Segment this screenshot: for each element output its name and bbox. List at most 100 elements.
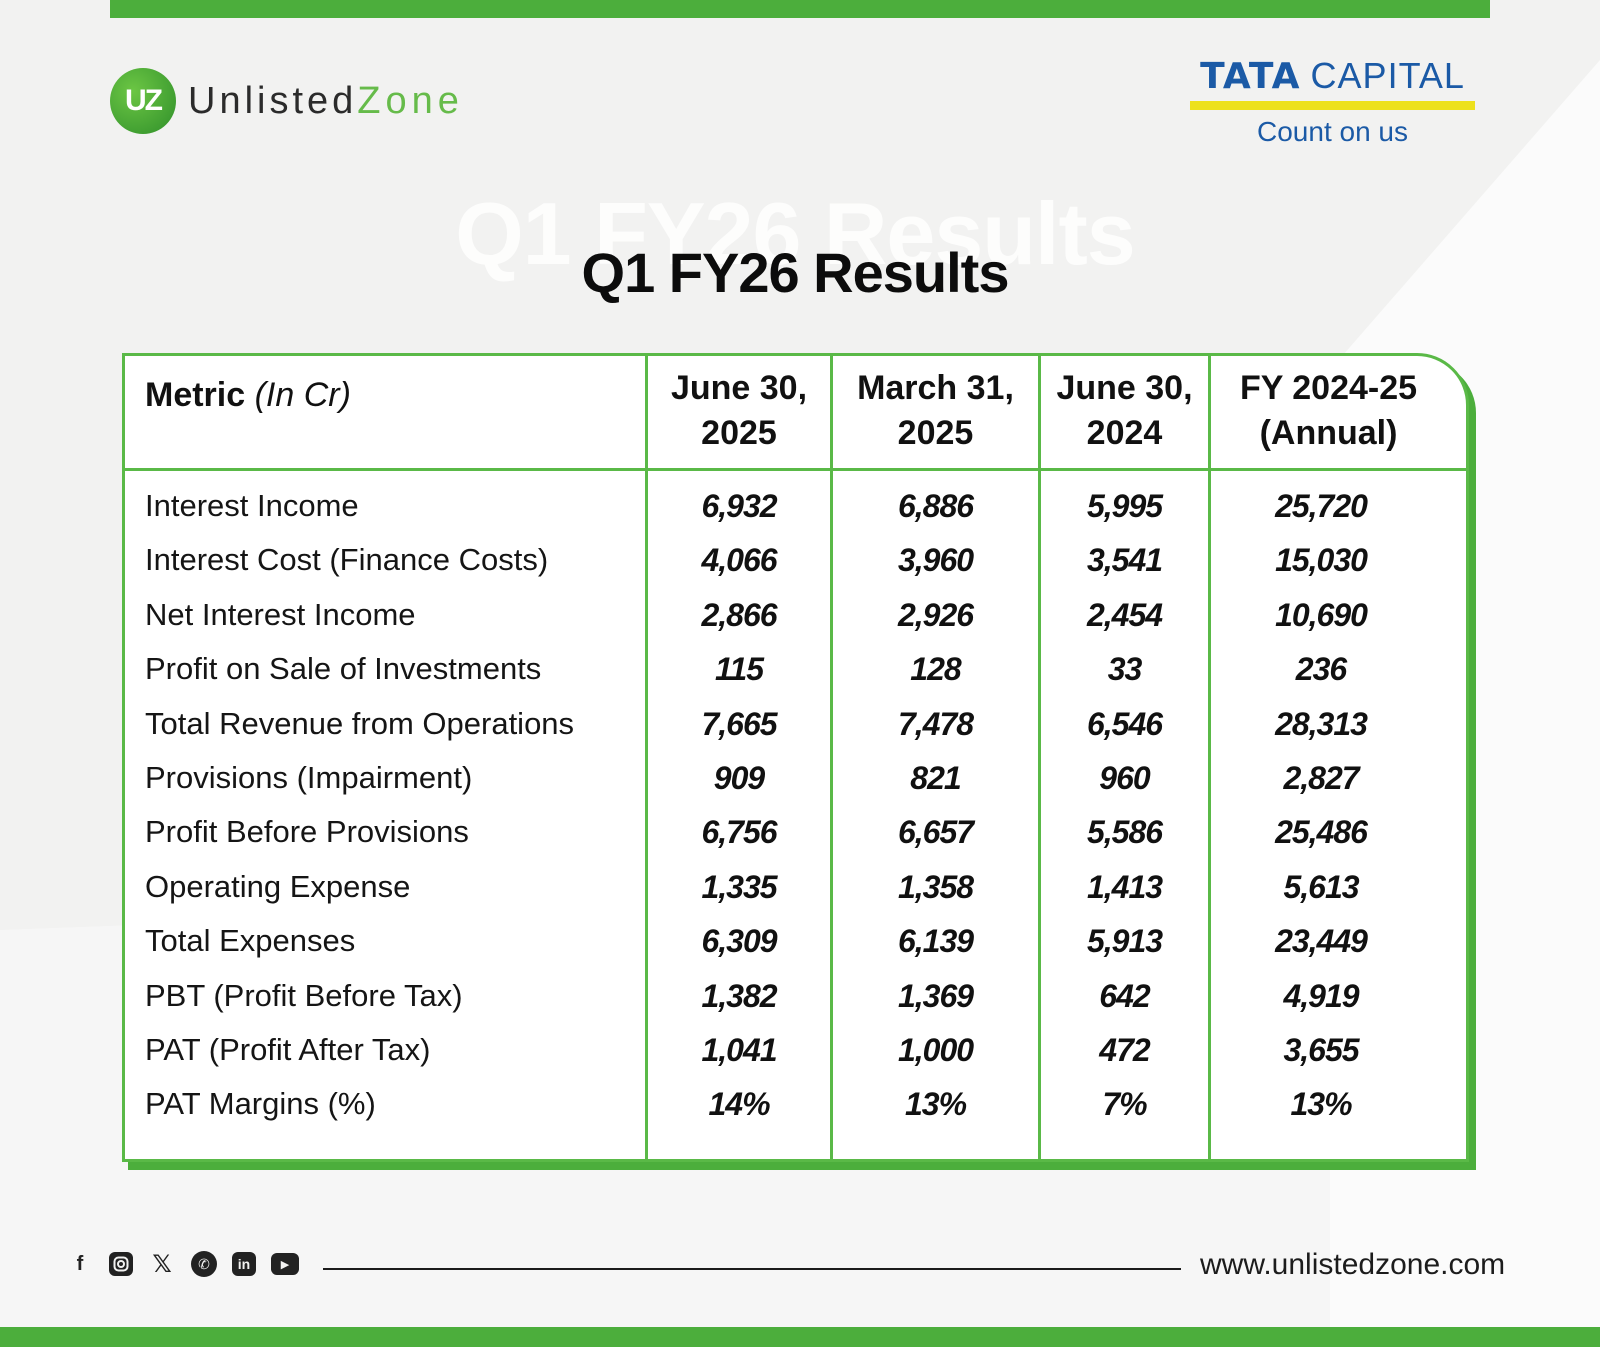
youtube-icon[interactable]: ▶ (271, 1253, 299, 1275)
wordmark-unlisted: Unlisted (188, 79, 358, 122)
tata-capital-brand: TATA CAPITAL Count on us (1190, 56, 1475, 148)
cell-value: 2,454 (1086, 596, 1163, 633)
cell-value: 10,690 (1275, 596, 1368, 633)
cell-value: 1,413 (1086, 868, 1163, 905)
cell-value: 1,369 (897, 977, 974, 1014)
row-label: Interest Cost (Finance Costs) (145, 542, 549, 578)
cell-value: 7,665 (701, 705, 777, 742)
row-label: Net Interest Income (145, 596, 416, 632)
cell-value: 472 (1099, 1031, 1150, 1068)
cell-value: 5,995 (1086, 488, 1163, 524)
instagram-icon[interactable] (109, 1252, 133, 1276)
cell-value: 33 (1107, 651, 1143, 688)
cell-value: 909 (713, 759, 765, 796)
cell-value: 6,886 (897, 488, 974, 524)
capital-word: CAPITAL (1310, 55, 1465, 96)
metric-header: Metric (In Cr) (145, 376, 351, 415)
table-row: PBT (Profit Before Tax) 1,382 1,369 642 … (125, 970, 1466, 1024)
whatsapp-icon[interactable]: ✆ (191, 1251, 217, 1277)
table-row: Profit on Sale of Investments 115 128 33… (125, 643, 1466, 697)
tata-word: TATA (1200, 56, 1301, 97)
cell-value: 1,382 (701, 977, 777, 1014)
cell-value: 2,926 (897, 596, 974, 633)
cell-value: 2,827 (1283, 759, 1359, 796)
row-label: Profit on Sale of Investments (145, 651, 542, 687)
linkedin-icon[interactable]: in (232, 1252, 256, 1276)
cell-value: 6,546 (1086, 705, 1163, 742)
wordmark-zone: Zone (357, 79, 464, 122)
cell-value: 5,586 (1086, 814, 1163, 851)
bottom-accent-bar (0, 1327, 1600, 1347)
table-row: Profit Before Provisions 6,756 6,657 5,5… (125, 806, 1466, 860)
cell-value: 28,313 (1275, 705, 1368, 742)
column-header-line2: 2024 (1086, 414, 1163, 452)
cell-value: 23,449 (1275, 923, 1368, 960)
cell-value: 3,541 (1086, 542, 1163, 579)
row-label: Profit Before Provisions (145, 814, 469, 850)
table-row: PAT Margins (%) 14% 13% 7% 13% (125, 1078, 1466, 1132)
metric-header-unit: (In Cr) (254, 376, 351, 414)
cell-value: 14% (708, 1086, 770, 1123)
page-title: Q1 FY26 Results (581, 241, 1010, 304)
cell-value: 236 (1295, 651, 1347, 688)
tata-yellow-underline (1190, 101, 1475, 110)
table-row: Provisions (Impairment) 909 821 960 2,82… (125, 752, 1466, 806)
cell-value: 6,139 (897, 923, 974, 960)
column-divider (830, 356, 833, 1159)
column-header-line2: 2025 (897, 414, 974, 452)
cell-value: 5,613 (1283, 868, 1359, 905)
unlistedzone-wordmark: UnlistedZone (188, 80, 464, 123)
column-header-line1: June 30, (670, 369, 808, 407)
cell-value: 13% (1290, 1086, 1352, 1123)
table-body: Interest Income 6,932 6,886 5,995 25,720… (125, 480, 1466, 1133)
cell-value: 960 (1099, 759, 1150, 796)
table-row: Operating Expense 1,335 1,358 1,413 5,61… (125, 861, 1466, 915)
cell-value: 821 (910, 759, 961, 796)
x-icon[interactable]: 𝕏 (152, 1250, 172, 1278)
row-label: Total Revenue from Operations (145, 705, 575, 741)
table-row: Total Expenses 6,309 6,139 5,913 23,449 (125, 915, 1466, 969)
table-row: PAT (Profit After Tax) 1,041 1,000 472 3… (125, 1024, 1466, 1078)
column-header-line1: June 30, (1056, 369, 1193, 407)
table-row: Interest Cost (Finance Costs) 4,066 3,96… (125, 534, 1466, 588)
unlistedzone-brand[interactable]: UZ UnlistedZone (110, 68, 464, 134)
cell-value: 25,720 (1275, 488, 1368, 524)
row-label: Interest Income (145, 488, 359, 523)
header-divider (125, 468, 1466, 471)
ghost-title: Q1 FY26 Results (455, 184, 1136, 283)
cell-value: 115 (714, 651, 764, 688)
cell-value: 1,000 (897, 1031, 974, 1068)
cell-value: 642 (1099, 977, 1150, 1014)
table-row: Net Interest Income 2,866 2,926 2,454 10… (125, 589, 1466, 643)
table-row: Interest Income 6,932 6,886 5,995 25,720 (125, 480, 1466, 534)
tata-capital-wordmark: TATA CAPITAL (1190, 56, 1475, 97)
social-icons: f 𝕏 ✆ in ▶ (66, 1250, 299, 1278)
row-label: PBT (Profit Before Tax) (145, 977, 463, 1013)
row-label: Operating Expense (145, 868, 411, 904)
cell-value: 128 (910, 651, 961, 688)
results-table: Metric (In Cr) June 30, 2025 March 31, 2… (122, 353, 1469, 1162)
facebook-icon[interactable]: f (76, 1252, 84, 1275)
cell-value: 2,866 (701, 596, 777, 633)
column-divider (645, 356, 648, 1159)
website-link[interactable]: www.unlistedzone.com (1200, 1248, 1506, 1281)
column-header-line1: March 31, (857, 369, 1014, 407)
cell-value: 1,335 (701, 868, 777, 905)
column-header-june-2024: June 30, 2024 (1041, 366, 1208, 456)
column-header-line1: FY 2024-25 (1239, 369, 1418, 407)
cell-value: 7,478 (897, 705, 974, 742)
cell-value: 4,066 (701, 542, 777, 579)
cell-value: 4,919 (1283, 977, 1359, 1014)
column-header-line2: 2025 (701, 414, 777, 452)
cell-value: 3,655 (1283, 1031, 1359, 1068)
cell-value: 7% (1102, 1086, 1147, 1123)
cell-value: 13% (904, 1086, 967, 1123)
table-row: Total Revenue from Operations 7,665 7,47… (125, 698, 1466, 752)
cell-value: 6,756 (701, 814, 777, 851)
row-label: PAT Margins (%) (145, 1086, 376, 1122)
cell-value: 1,041 (701, 1031, 777, 1068)
unlistedzone-logo: UZ (110, 68, 176, 134)
row-label: Total Expenses (145, 923, 356, 959)
cell-value: 6,309 (701, 923, 777, 960)
column-header-fy-2024-25: FY 2024-25 (Annual) (1211, 366, 1446, 456)
